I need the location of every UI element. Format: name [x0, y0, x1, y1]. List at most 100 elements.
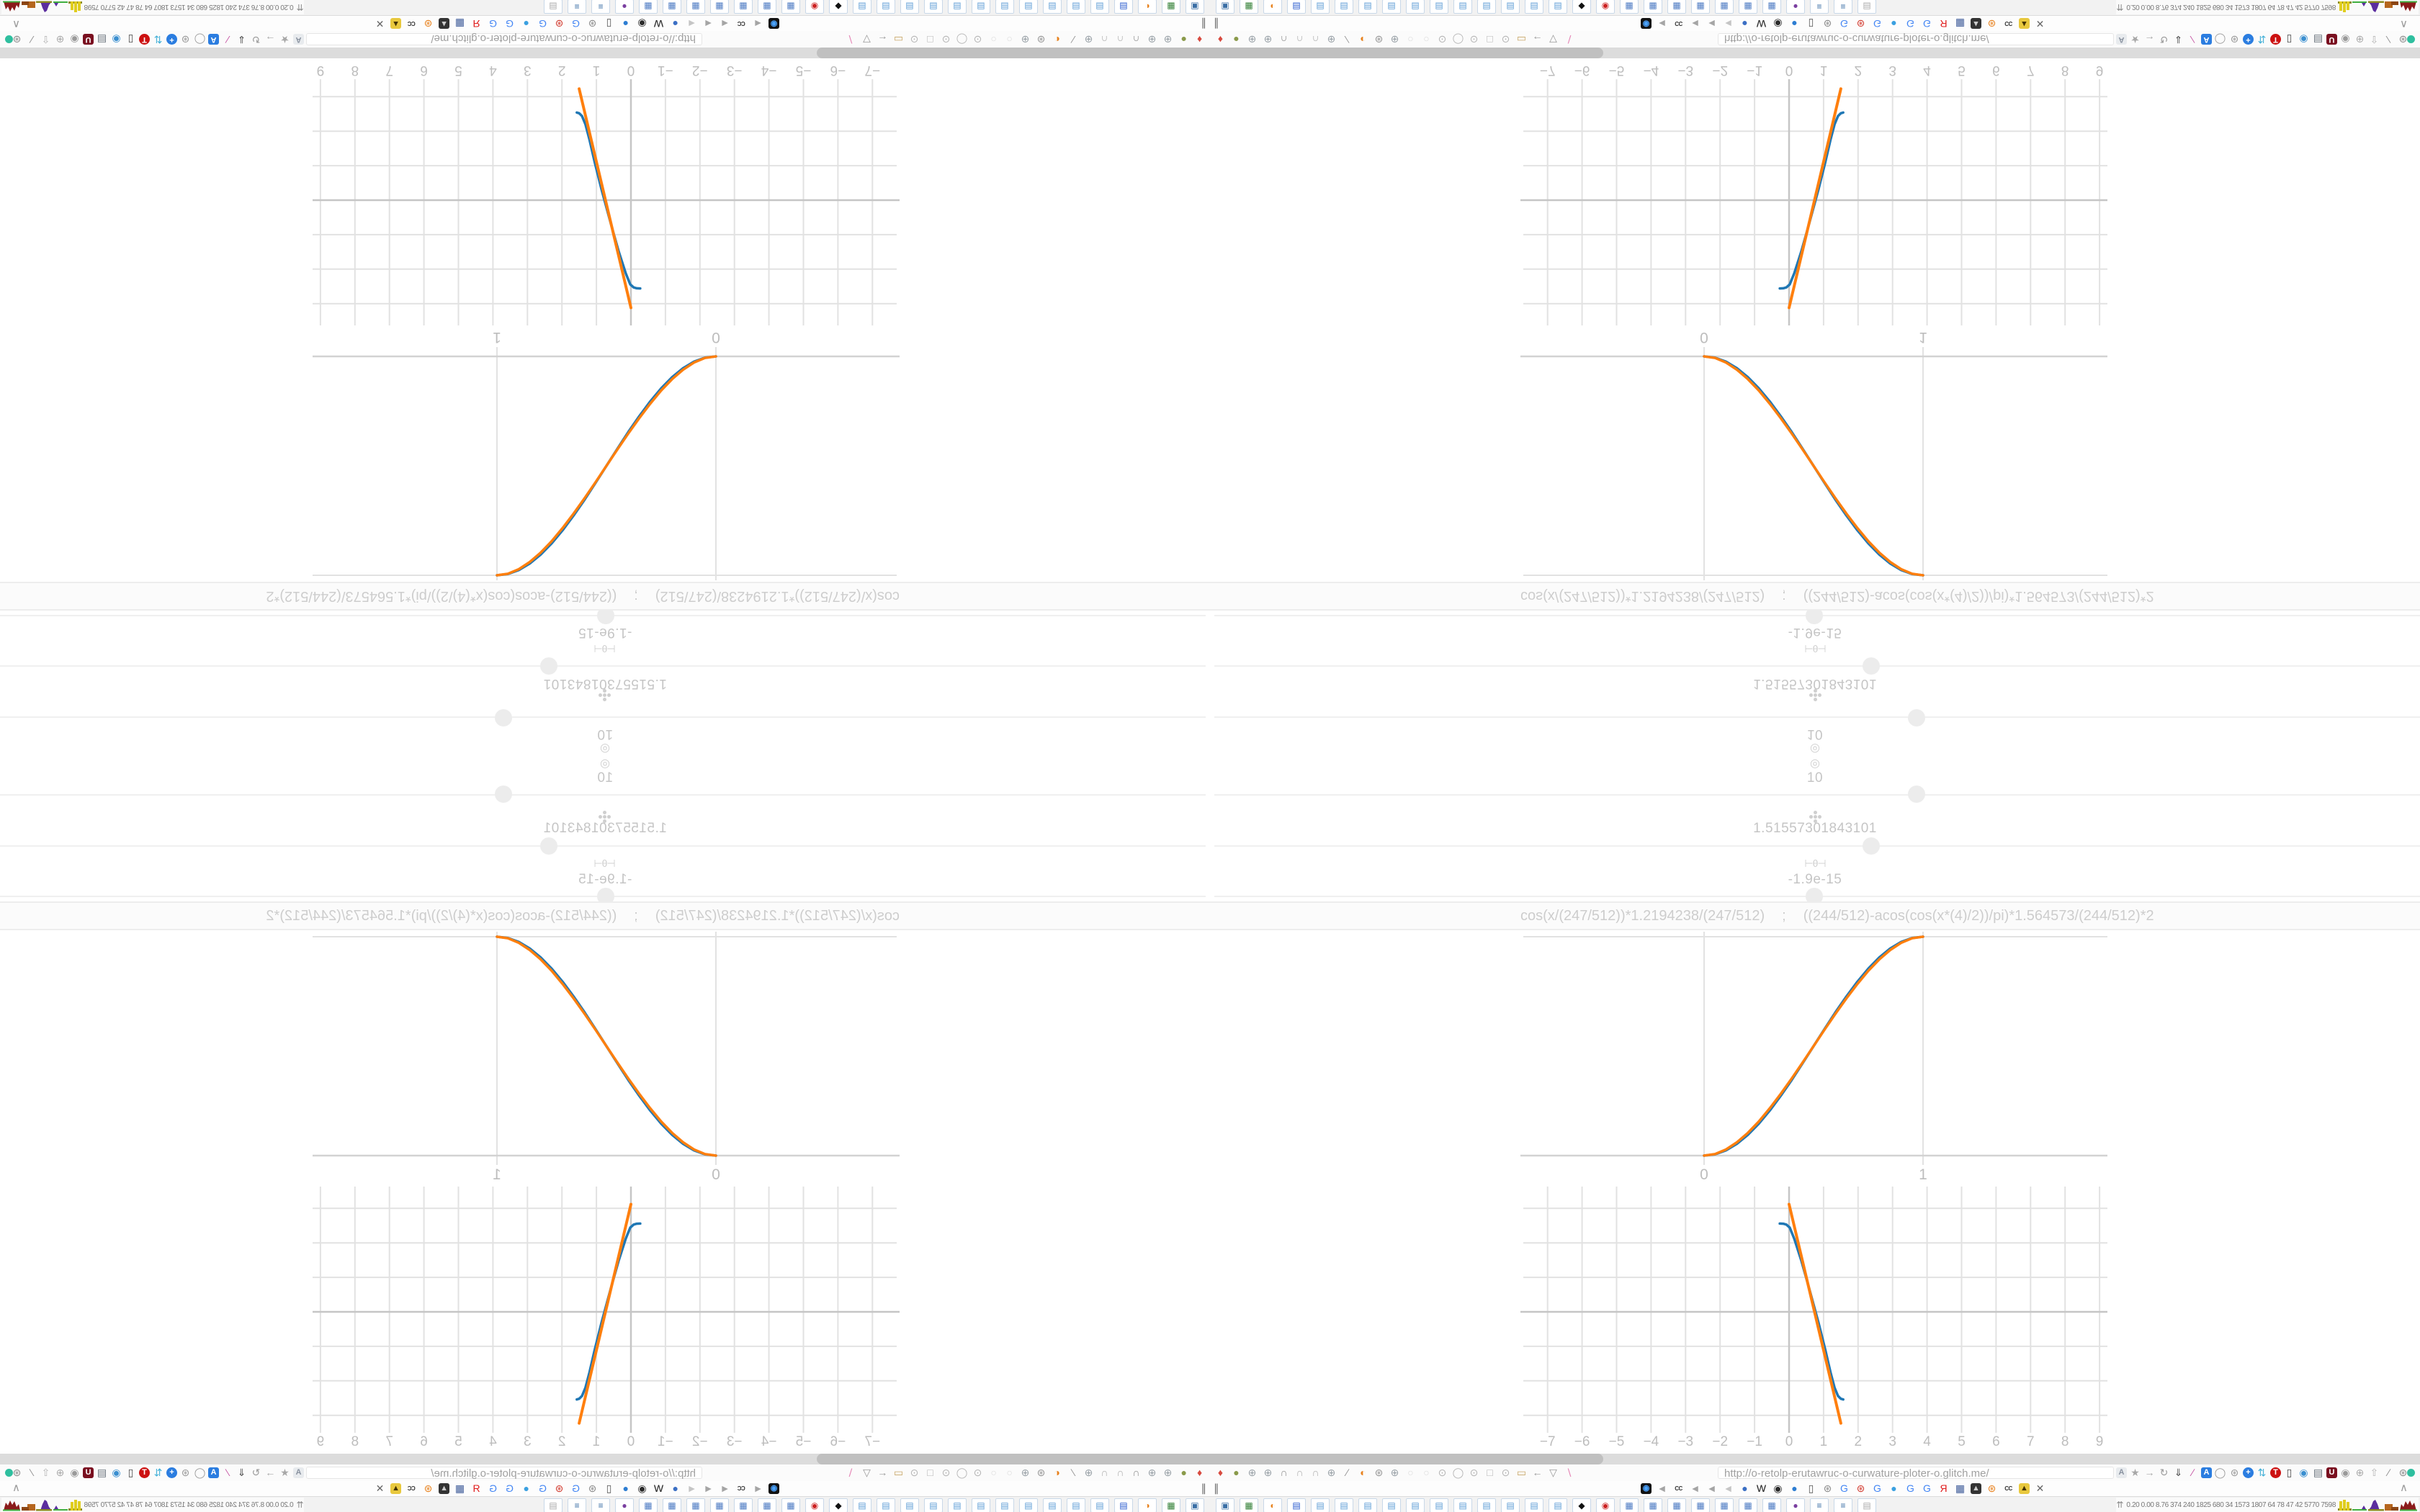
pc-photo-window[interactable]: ▣	[1216, 1498, 1234, 1512]
horizontal-scrollbar[interactable]	[0, 1454, 1210, 1464]
headset-icon[interactable]: ∩	[1132, 34, 1140, 45]
mouse-icon[interactable]: ◯	[2214, 1467, 2226, 1478]
globe-icon[interactable]: ⊕	[1021, 1467, 1030, 1478]
add-icon[interactable]: +	[2243, 1467, 2254, 1478]
scroll-window[interactable]: ≡	[1834, 0, 1852, 14]
grid-icon[interactable]: ▦	[454, 1482, 465, 1494]
olive-circle-icon[interactable]: ●	[1233, 34, 1240, 45]
cc-icon[interactable]: CC	[2004, 1485, 2012, 1492]
arc-icon[interactable]: ∩	[1101, 34, 1108, 45]
folder-icon[interactable]: ▭	[893, 34, 904, 45]
calculator-window[interactable]: ▦	[1691, 0, 1710, 14]
calculator-window[interactable]: ▦	[781, 0, 800, 14]
tcp-icon[interactable]: T	[139, 34, 150, 45]
folder-icon[interactable]: ▭	[1516, 1467, 1527, 1478]
headset-icon[interactable]: ∩	[1280, 1467, 1288, 1478]
drop-icon[interactable]: ●	[523, 18, 529, 30]
notepad-window[interactable]: ▤	[1335, 0, 1353, 14]
hourglass-icon[interactable]: ✕	[2035, 18, 2045, 30]
notepad-window[interactable]: ▤	[1311, 0, 1330, 14]
forward-arrow-icon[interactable]: →	[2144, 34, 2155, 45]
sun-gear-icon[interactable]: ⊛	[424, 1482, 433, 1494]
notepad-window[interactable]: ▤	[1090, 0, 1109, 14]
star-icon[interactable]: ★	[280, 34, 290, 45]
globe-grid-icon[interactable]: ⊕	[2355, 1467, 2365, 1478]
radar-icon[interactable]: ◉	[637, 1482, 647, 1494]
download-icon[interactable]: ⇓	[237, 1467, 246, 1478]
scroll-window[interactable]: ≡	[1834, 1498, 1852, 1512]
reload-icon[interactable]: ↻	[2159, 34, 2169, 45]
globe-grid-icon[interactable]: ⊕	[55, 1467, 65, 1478]
cc-icon[interactable]: CC	[408, 20, 416, 27]
notepad-window[interactable]: ▤	[1501, 1498, 1520, 1512]
notepad-window[interactable]: ▤	[995, 0, 1014, 14]
wrench-icon[interactable]: ∕	[1346, 1467, 1348, 1478]
cc-icon[interactable]: CC	[738, 1485, 745, 1492]
square-icon[interactable]: □	[1487, 34, 1493, 45]
calculator-window[interactable]: ▦	[1620, 1498, 1639, 1512]
blue-globe-icon[interactable]: ●	[1791, 18, 1798, 30]
headset-icon[interactable]: ∩	[1280, 34, 1288, 45]
shield-icon[interactable]: ▽	[863, 34, 871, 45]
globe-color-icon[interactable]: ◉	[2299, 1467, 2308, 1478]
thumb-icon[interactable]: ⇧	[2370, 34, 2379, 45]
google-icon[interactable]: G	[1840, 18, 1848, 30]
trash-icon[interactable]: ▯	[606, 18, 612, 30]
notepad-window[interactable]: ▤	[1501, 0, 1520, 14]
dial-window[interactable]: ◉	[805, 1498, 824, 1512]
tcp-icon[interactable]: T	[139, 1467, 150, 1478]
notepad-window[interactable]: ▤	[972, 0, 990, 14]
google-icon[interactable]: G	[572, 1482, 580, 1494]
mouse-icon[interactable]: ◯	[194, 1467, 206, 1478]
notepad-window[interactable]: ▤	[1067, 0, 1085, 14]
folder-icon[interactable]: ▭	[1516, 34, 1527, 45]
reload-icon[interactable]: ↻	[251, 1467, 261, 1478]
map-pin-icon[interactable]: ♦	[1217, 1467, 1224, 1478]
mute-icon[interactable]: ◄	[1690, 1482, 1700, 1494]
sync-icon[interactable]: ⇅	[153, 34, 163, 45]
notepad-window[interactable]: ▤	[1406, 0, 1425, 14]
vinyl-icon[interactable]: ◉	[1641, 18, 1652, 29]
globe-icon[interactable]: ⊕	[1021, 34, 1030, 45]
calculator-window[interactable]: ▦	[1667, 1498, 1686, 1512]
slider-thumb[interactable]	[495, 786, 512, 803]
wrench-icon[interactable]: ∕	[1346, 34, 1348, 45]
radar-icon[interactable]: ◉	[1773, 18, 1783, 30]
swirl-shield-icon[interactable]: ◉	[70, 1467, 79, 1478]
system-monitor[interactable]: ⇈ 0.20 0.00 8.76 374 240 1825 680 34 157…	[2116, 0, 2419, 14]
scrollbar-thumb[interactable]	[1210, 1454, 1603, 1464]
globe-color-icon[interactable]: ◉	[2299, 34, 2308, 45]
system-monitor[interactable]: ⇈ 0.20 0.00 8.76 374 240 1825 680 34 157…	[1, 1498, 304, 1512]
google-icon[interactable]: G	[572, 18, 580, 30]
sync-icon[interactable]: ⇅	[2257, 1467, 2267, 1478]
slider-thumb[interactable]	[1863, 657, 1880, 675]
vinyl-icon[interactable]: ◉	[1641, 1483, 1652, 1494]
collapse-icon[interactable]: ∧	[12, 18, 20, 30]
notepad-window[interactable]: ▤	[853, 1498, 871, 1512]
scroll-window[interactable]: ≡	[568, 0, 586, 14]
mute-icon[interactable]: ◄	[686, 18, 697, 30]
gear-icon[interactable]: ⊛	[588, 18, 597, 30]
translate-box-icon[interactable]: A	[293, 1467, 304, 1478]
expression-input-bar[interactable]: cos(x/(247/512))*1.2194238/(247/512); ((2…	[1210, 582, 2420, 611]
notepad-window[interactable]: ▤	[900, 1498, 919, 1512]
scroll-window[interactable]: ≡	[568, 1498, 586, 1512]
thumb-icon[interactable]: ⇧	[41, 34, 50, 45]
google-icon[interactable]: G	[539, 18, 547, 30]
url-bar[interactable]: http://o-retolp-erutawruc-o-curwature-pl…	[306, 32, 702, 45]
gear-flower-icon[interactable]: ⊛	[181, 1467, 190, 1478]
marker-icon[interactable]: ∕	[2192, 34, 2194, 45]
notepad-window[interactable]: ▤	[1477, 1498, 1496, 1512]
derivative-plot[interactable]: −7 −6 −5 −4 −3 −2 −1 0 1 2 3 4 5 6 7 8 9	[313, 1187, 900, 1452]
add-icon[interactable]: +	[166, 34, 177, 45]
drop-icon[interactable]: ●	[1891, 1482, 1897, 1494]
globe-icon[interactable]: ⊕	[1327, 34, 1336, 45]
calculator-window[interactable]: ▦	[781, 1498, 800, 1512]
bars-box-icon[interactable]: ▤	[97, 1467, 107, 1478]
record-icon[interactable]: ⊙	[973, 1467, 982, 1478]
calculator-window[interactable]: ▦	[1644, 1498, 1662, 1512]
globe-grid-icon[interactable]: ⊕	[2355, 34, 2365, 45]
wrench-icon[interactable]: ∕	[2388, 34, 2390, 45]
